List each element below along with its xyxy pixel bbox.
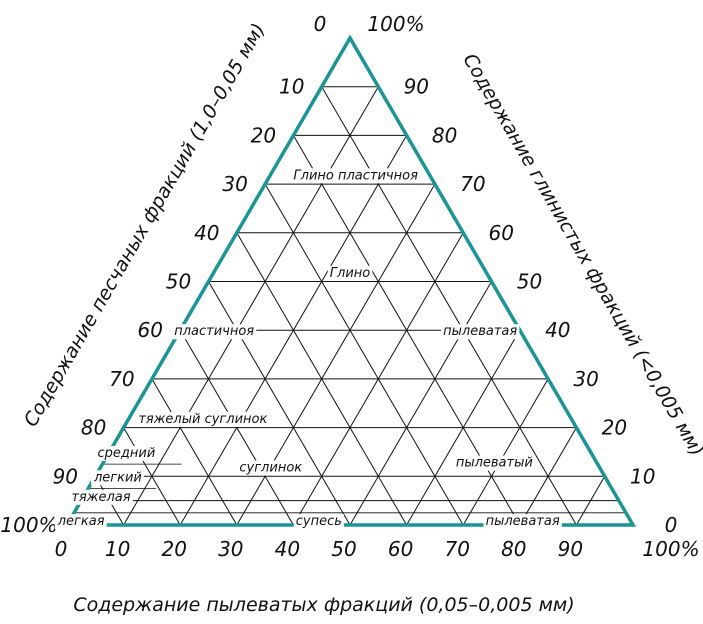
left-tick-7: 70 [109, 367, 134, 391]
triangle-outline [63, 34, 637, 527]
right-tick-5: 50 [517, 270, 542, 294]
bottom-tick-8: 80 [501, 537, 526, 561]
region-label-tyazhelaya: тяжелая [69, 489, 133, 505]
left-tick-10: 100% [0, 513, 57, 537]
bottom-tick-0: 0 [55, 537, 68, 561]
right-tick-6: 40 [545, 318, 570, 342]
region-label-pylevaty: пылеватый [453, 455, 535, 471]
svg-text:пылеватая: пылеватая [486, 514, 560, 529]
left-tick-5: 50 [166, 270, 191, 294]
bottom-tick-2: 20 [161, 537, 186, 561]
region-label-sredniy: средний [95, 445, 158, 461]
grid-line-sand-10 [321, 86, 577, 526]
region-label-legkiy: легкий [90, 470, 144, 486]
internal-grid-detail [74, 463, 626, 514]
right-tick-7: 30 [573, 367, 598, 391]
right-axis-title: Содержание глинистых фракций (<0,005 мм) [458, 50, 703, 460]
right-tick-0: 100% [367, 12, 424, 36]
region-label-glina-plastichnaya: Глино пластичноя [291, 168, 421, 184]
bottom-tick-5: 50 [331, 537, 356, 561]
right-tick-1: 90 [404, 75, 429, 99]
grid-line-sand-50 [208, 281, 351, 526]
region-label-glina: Глино [327, 265, 373, 281]
left-tick-0: 0 [314, 12, 327, 36]
svg-text:суглинок: суглинок [239, 461, 302, 476]
grid-line-sand-70 [151, 378, 238, 526]
svg-text:пылеватая: пылеватая [443, 324, 517, 339]
bottom-tick-3: 30 [218, 537, 243, 561]
right-tick-3: 70 [460, 172, 485, 196]
region-labels: Глино пластичноя Глино пластичноя пылеватая… [54, 168, 562, 530]
grid-line-sand-30 [264, 183, 464, 526]
bottom-axis-title: Содержание пылеватых фракций (0,05–0,005… [73, 594, 574, 616]
left-tick-4: 40 [194, 221, 219, 245]
right-tick-10: 0 [665, 513, 678, 537]
bottom-axis-ticks: 0 10 20 30 40 50 60 70 80 90 100% [55, 537, 700, 561]
right-tick-2: 80 [432, 123, 457, 147]
left-tick-6: 60 [137, 318, 162, 342]
bottom-tick-10: 100% [642, 537, 699, 561]
right-tick-9: 10 [630, 464, 655, 488]
svg-text:легкая: легкая [57, 514, 105, 529]
grid-line-silt-70 [462, 378, 549, 526]
left-tick-2: 20 [251, 123, 276, 147]
region-label-legkaya: легкая [54, 514, 107, 530]
grid-line-silt-10 [123, 86, 379, 526]
svg-text:пластичноя: пластичноя [174, 324, 254, 339]
left-tick-1: 10 [279, 75, 304, 99]
svg-text:Глино: Глино [330, 266, 371, 281]
svg-text:тяжелая: тяжелая [71, 490, 130, 505]
left-tick-3: 30 [222, 172, 247, 196]
region-label-supes: супесь [293, 514, 344, 530]
svg-text:легкий: легкий [93, 470, 142, 485]
svg-text:пылеватый: пылеватый [456, 456, 533, 471]
bottom-tick-7: 70 [444, 537, 469, 561]
svg-text:Глино пластичноя: Глино пластичноя [293, 168, 418, 183]
bottom-tick-1: 10 [105, 537, 130, 561]
right-tick-4: 60 [488, 221, 513, 245]
grid-line-silt-50 [349, 281, 492, 526]
svg-text:средний: средний [98, 446, 156, 461]
region-label-pylevataya-2: пылеватая [483, 514, 562, 530]
left-tick-9: 90 [53, 464, 78, 488]
grid-line-silt-80 [519, 427, 577, 526]
left-tick-8: 80 [81, 416, 106, 440]
bottom-tick-4: 40 [275, 537, 300, 561]
right-tick-8: 20 [602, 416, 627, 440]
bottom-tick-9: 90 [558, 537, 583, 561]
bottom-tick-6: 60 [388, 537, 413, 561]
region-label-pylevataya-1: пылеватая [441, 324, 520, 340]
triangle-grid [81, 86, 619, 526]
left-axis-title: Содержание песчаных фракций (1,0–0,05 мм… [20, 20, 270, 431]
region-label-tyazhely-suglinok: тяжелый суглинок [136, 411, 270, 427]
grid-line-sand-80 [123, 427, 181, 526]
region-label-plastichnaya: пластичноя [172, 324, 257, 340]
svg-text:супесь: супесь [296, 514, 342, 529]
region-label-suglinok: суглинок [237, 460, 305, 476]
grid-line-sand-60 [179, 329, 294, 526]
grid-line-silt-60 [406, 329, 521, 526]
svg-text:тяжелый суглинок: тяжелый суглинок [138, 412, 267, 427]
